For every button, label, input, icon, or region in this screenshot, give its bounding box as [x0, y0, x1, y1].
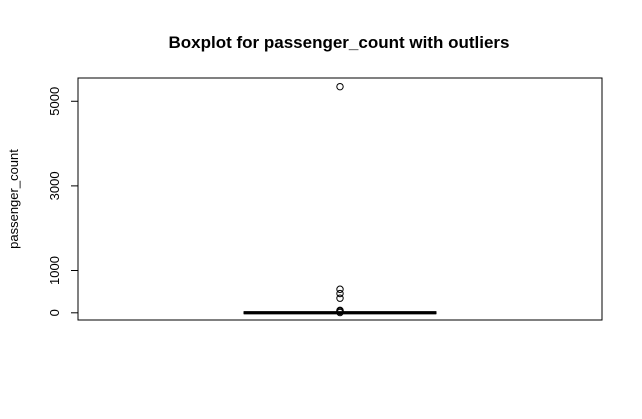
- y-tick-label-2: 3000: [47, 171, 62, 200]
- plot-frame: [77, 77, 603, 321]
- outlier-point-0: [336, 82, 344, 91]
- outlier-point-7: [336, 308, 344, 317]
- y-tick-label-1: 1000: [47, 256, 62, 285]
- y-axis: 0 1000 3000 5000: [47, 87, 79, 316]
- y-axis-label: passenger_count: [6, 149, 21, 249]
- chart-title: Boxplot for passenger_count with outlier…: [169, 33, 510, 52]
- y-tick-label-0: 0: [47, 309, 62, 316]
- outlier-point-3: [336, 294, 344, 302]
- y-tick-label-3: 5000: [47, 87, 62, 116]
- outlier-point-2: [336, 289, 344, 298]
- outliers: [336, 82, 344, 317]
- outlier-point-1: [336, 285, 344, 293]
